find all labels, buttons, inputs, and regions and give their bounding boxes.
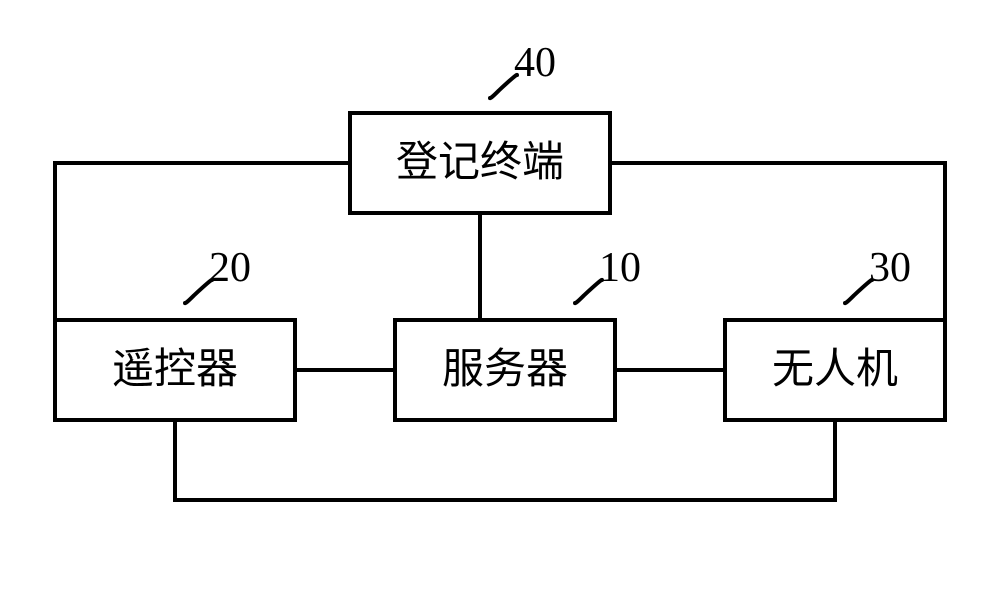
node-server: 服务器 xyxy=(395,320,615,420)
ref-label-remote: 20 xyxy=(209,245,251,291)
node-label-terminal: 登记终端 xyxy=(396,140,564,186)
node-label-drone: 无人机 xyxy=(772,347,898,393)
ref-label-terminal: 40 xyxy=(514,40,556,86)
ref-label-drone: 30 xyxy=(869,245,911,291)
ref-label-server: 10 xyxy=(599,245,641,291)
node-label-remote: 遥控器 xyxy=(112,347,238,393)
node-label-server: 服务器 xyxy=(442,347,568,393)
node-remote: 遥控器 xyxy=(55,320,295,420)
system-diagram: 登记终端 40 遥控器 20 服务器 10 无人机 30 xyxy=(0,0,1000,591)
node-drone: 无人机 xyxy=(725,320,945,420)
node-terminal: 登记终端 xyxy=(350,113,610,213)
